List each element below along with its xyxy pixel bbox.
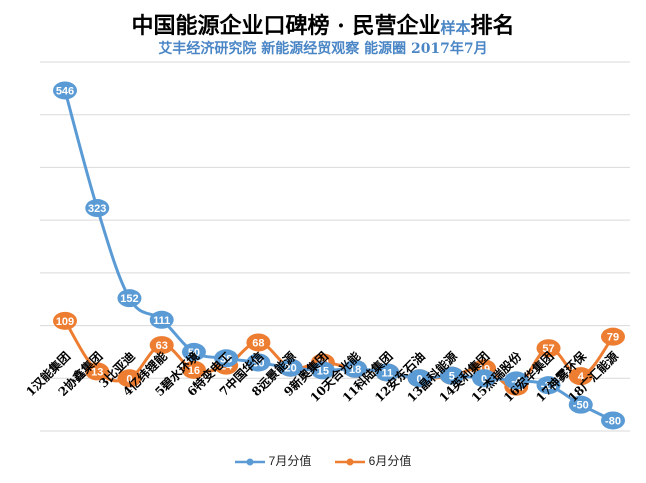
data-point-july <box>53 81 77 100</box>
data-label-july: -50 <box>573 400 589 412</box>
data-label-july: 5 <box>449 371 455 383</box>
data-label-june: 109 <box>56 316 74 328</box>
data-point-july <box>310 361 335 380</box>
data-label-july: 323 <box>88 203 106 215</box>
legend-swatch-july <box>234 458 265 466</box>
data-point-june <box>53 311 77 330</box>
data-point-july <box>117 289 142 308</box>
chart-title-main: 中国能源企业口碑榜 · 民营企业 <box>131 13 441 39</box>
data-point-july <box>536 376 561 395</box>
data-label-july: 15 <box>317 365 329 377</box>
data-point-july <box>343 359 368 378</box>
data-point-july <box>214 349 239 368</box>
data-label-july: 152 <box>120 293 138 305</box>
data-label-july: -80 <box>605 415 621 427</box>
data-point-june <box>181 360 206 379</box>
data-label-june: 68 <box>252 337 264 349</box>
data-point-july <box>504 371 529 390</box>
data-label-june: 0 <box>126 373 132 385</box>
data-label-june: 63 <box>156 340 168 352</box>
data-point-july <box>181 342 206 361</box>
data-point-july <box>407 369 432 388</box>
data-label-june: 13 <box>91 366 103 378</box>
data-label-june: 57 <box>542 343 554 355</box>
series-markers: 10913063162468203018110519-1657479546323… <box>53 81 625 430</box>
data-label-june: 79 <box>607 332 619 344</box>
data-point-july <box>439 366 464 385</box>
data-label-july: 30 <box>252 357 264 369</box>
chart-title: 中国能源企业口碑榜 · 民营企业样本排名 <box>0 8 646 40</box>
legend: 7月分值 6月分值 <box>0 452 646 469</box>
data-label-july: -13 <box>541 380 557 392</box>
data-label-july: 11 <box>382 367 394 379</box>
legend-item-june: 6月分值 <box>334 452 412 469</box>
data-point-july <box>601 411 625 430</box>
legend-swatch-june <box>334 458 365 466</box>
data-point-july <box>85 199 110 218</box>
data-point-july <box>375 363 400 382</box>
data-point-july <box>149 310 174 329</box>
chart-subtitle: 艾丰经济研究院 新能源经贸观察 能源圈 2017年7月 <box>158 41 488 57</box>
gridlines <box>40 61 630 432</box>
data-point-june <box>149 336 174 355</box>
chart-title-suffix: 样本 <box>440 19 471 37</box>
data-point-july <box>472 369 497 388</box>
data-point-june <box>568 367 593 386</box>
legend-item-july: 7月分值 <box>234 452 312 469</box>
legend-label-june: 6月分值 <box>368 454 412 468</box>
data-label-july: 546 <box>56 85 74 97</box>
legend-label-july: 7月分值 <box>268 454 312 468</box>
data-point-july <box>278 358 303 377</box>
data-point-july <box>568 395 593 414</box>
data-point-june <box>246 333 271 352</box>
data-label-july: 50 <box>188 347 200 359</box>
data-point-june <box>85 362 110 381</box>
data-label-july: 38 <box>220 353 232 365</box>
data-label-july: 0 <box>417 373 423 385</box>
data-label-july: 0 <box>481 373 487 385</box>
data-label-june: 16 <box>188 365 200 377</box>
data-point-july <box>246 353 271 372</box>
data-point-june <box>601 327 625 346</box>
data-label-july: 20 <box>285 363 297 375</box>
data-point-june <box>117 369 142 388</box>
data-label-july: -4 <box>511 375 522 387</box>
data-point-june <box>536 339 561 358</box>
chart-title-end: 排名 <box>470 13 515 39</box>
data-label-july: 111 <box>153 315 170 327</box>
data-label-july: 18 <box>349 364 361 376</box>
data-label-june: 4 <box>578 371 585 383</box>
